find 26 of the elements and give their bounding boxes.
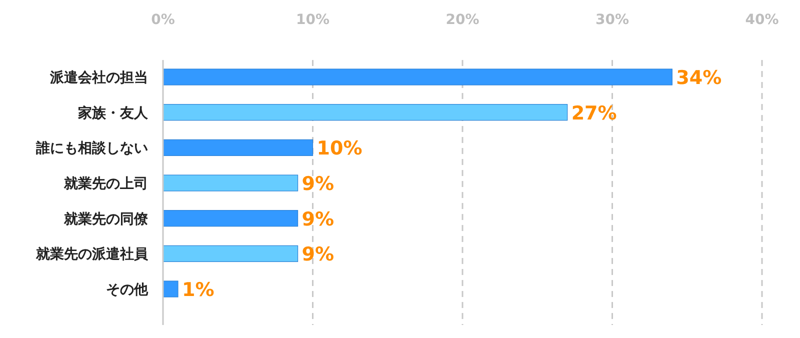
data-label: 10% bbox=[316, 138, 362, 160]
y-tick-label: その他 bbox=[106, 282, 149, 298]
x-tick-label: 40% bbox=[745, 12, 779, 28]
bar bbox=[162, 68, 672, 86]
x-tick-label: 0% bbox=[151, 12, 175, 28]
data-label: 9% bbox=[302, 208, 334, 230]
bar bbox=[162, 174, 298, 192]
y-tick-label: 派遣会社の担当 bbox=[49, 70, 148, 86]
y-tick-label: 就業先の上司 bbox=[63, 176, 148, 192]
bar bbox=[162, 210, 298, 227]
bar bbox=[162, 280, 178, 298]
data-label: 1% bbox=[182, 279, 214, 301]
y-tick-label: 就業先の同僚 bbox=[63, 211, 149, 228]
bar bbox=[162, 104, 568, 121]
x-tick-label: 10% bbox=[296, 12, 330, 28]
bar bbox=[162, 245, 298, 262]
data-label: 34% bbox=[676, 67, 722, 89]
y-tick-label: 誰にも相談しない bbox=[35, 140, 148, 157]
bar bbox=[162, 139, 314, 156]
x-tick-label: 20% bbox=[446, 12, 480, 28]
data-label: 9% bbox=[302, 173, 334, 195]
y-tick-label: 家族・友人 bbox=[77, 104, 149, 122]
y-tick-label: 就業先の派遣社員 bbox=[35, 246, 149, 263]
data-label: 9% bbox=[302, 244, 334, 266]
x-tick-label: 30% bbox=[595, 12, 630, 28]
data-label: 27% bbox=[571, 102, 617, 124]
